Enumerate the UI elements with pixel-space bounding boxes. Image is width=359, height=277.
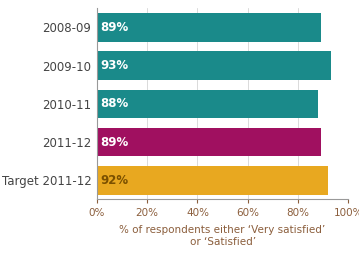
X-axis label: % of respondents either ‘Very satisfied’
or ‘Satisfied’: % of respondents either ‘Very satisfied’…	[120, 225, 326, 247]
Text: 89%: 89%	[101, 136, 129, 148]
Text: 89%: 89%	[101, 21, 129, 34]
Bar	[97, 128, 321, 157]
Bar	[97, 166, 328, 195]
Bar	[97, 51, 331, 80]
Text: 93%: 93%	[101, 59, 129, 72]
Text: 88%: 88%	[101, 98, 129, 110]
Text: 92%: 92%	[101, 174, 129, 187]
Bar	[97, 89, 318, 118]
Bar	[97, 13, 321, 42]
